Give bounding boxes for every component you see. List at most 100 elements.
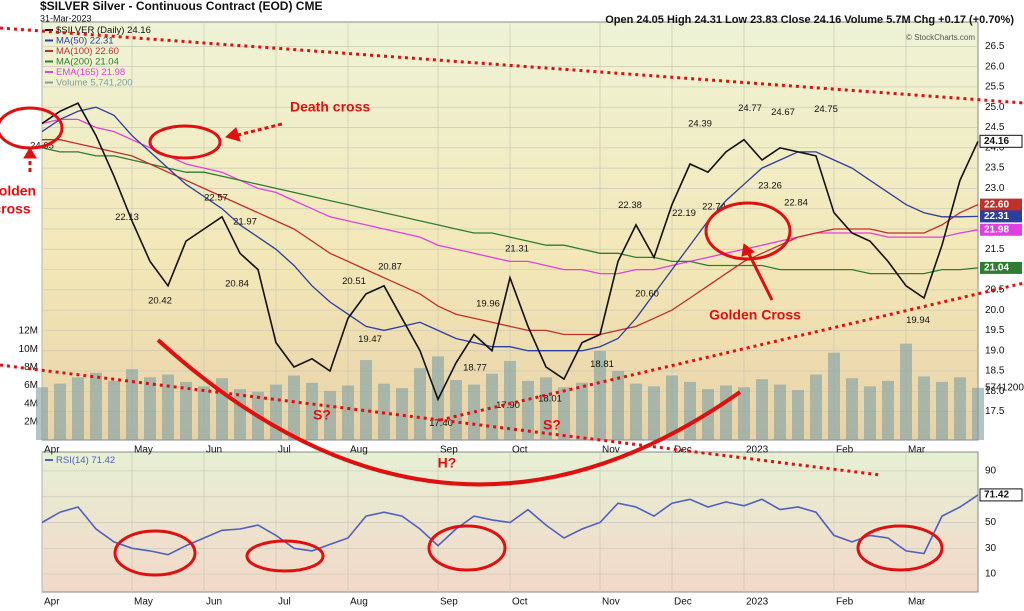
- x-tick-label: Jul: [278, 445, 291, 456]
- x-tick-label: Jul: [278, 597, 291, 608]
- series-line: [41, 147, 979, 275]
- arrow-head: [224, 127, 241, 142]
- x-tick-label: Oct: [512, 445, 528, 456]
- legend-value: 5,741,200: [90, 77, 132, 88]
- x-tick-label: Jun: [206, 597, 222, 608]
- legend-name: RSI(14): [56, 455, 89, 466]
- price-label: 20.60: [635, 288, 659, 299]
- volume-bar: [396, 388, 408, 440]
- legend-value: 71.42: [91, 455, 115, 466]
- y2-tick-label: 4M: [24, 398, 38, 409]
- head-arc: [156, 338, 742, 487]
- legend-value: 22.31: [90, 35, 114, 46]
- price-label: 21.97: [233, 217, 257, 228]
- y2-tick-label: 2M: [24, 416, 38, 427]
- volume-bar: [594, 350, 606, 440]
- series-line: [41, 102, 979, 402]
- volume-bar: [846, 378, 858, 440]
- trend-line: [439, 281, 1024, 422]
- volume-bar: [414, 368, 426, 440]
- legend-entry: Volume 5,741,200: [56, 77, 133, 88]
- date: 31-Mar-2023: [40, 13, 92, 23]
- price-label: 22.74: [702, 201, 726, 212]
- price-label: 18.81: [590, 359, 614, 370]
- value-tag: 22.31: [984, 211, 1009, 222]
- price-label: 19.96: [476, 298, 500, 309]
- value-tag: 21.98: [984, 224, 1009, 235]
- volume-bar: [342, 385, 354, 440]
- legend-name: MA(200): [56, 56, 92, 67]
- y-tick-label: 20.0: [985, 305, 1005, 316]
- volume-bar: [648, 386, 660, 440]
- y-tick-label: 19.5: [985, 325, 1005, 336]
- legend-name: Volume: [56, 77, 88, 88]
- arrow: [237, 122, 283, 137]
- circle: [148, 124, 222, 160]
- price-label: 20.84: [225, 279, 249, 290]
- volume-bar: [522, 380, 534, 440]
- volume-bar: [36, 387, 48, 440]
- price-label: 24.75: [814, 104, 838, 115]
- x-tick-label: Mar: [908, 597, 926, 608]
- legend-name: MA(50): [56, 35, 87, 46]
- legend-entry: MA(50) 22.31: [56, 35, 114, 46]
- legend-value: 21.04: [95, 56, 119, 67]
- x-tick-label: Nov: [602, 597, 620, 608]
- value-tag-box: [980, 198, 1022, 211]
- volume-bar: [810, 374, 822, 440]
- y-tick-label: 30: [985, 543, 997, 554]
- volume-bar: [108, 380, 120, 440]
- arrow-head: [741, 243, 756, 257]
- volume-bar: [900, 343, 912, 440]
- volume-bar: [198, 386, 210, 440]
- y-tick-label: 24.0: [985, 142, 1005, 153]
- credit: © StockCharts.com: [906, 33, 975, 42]
- price-label: 20.51: [342, 276, 366, 287]
- y-tick-label: 24.5: [985, 122, 1005, 133]
- price-label: 22.57: [204, 192, 228, 203]
- annotation: Death cross: [290, 99, 370, 115]
- annotation: S?: [313, 407, 331, 423]
- value-tag: 71.42: [984, 490, 1009, 501]
- volume-bar: [72, 377, 84, 440]
- x-tick-label: May: [134, 445, 153, 456]
- plot-layer: 17.518.018.519.019.520.020.521.021.522.0…: [19, 22, 1024, 608]
- volume-bar: [180, 381, 192, 440]
- volume-bar: [306, 382, 318, 440]
- x-tick-label: Nov: [602, 445, 620, 456]
- y-tick-label: 90: [985, 466, 997, 477]
- arrow-head: [23, 147, 37, 159]
- y2-tick-label: 10M: [19, 344, 38, 355]
- price-label: 22.13: [115, 212, 139, 223]
- legend-value: 24.16: [127, 25, 151, 36]
- x-tick-label: Aug: [350, 597, 368, 608]
- price-label: 24.39: [688, 118, 712, 129]
- ohlc-header: Open 24.05 High 24.31 Low 23.83 Close 24…: [605, 14, 1014, 26]
- y-tick-label: 21.5: [985, 244, 1005, 255]
- price-label: 20.42: [148, 296, 172, 307]
- x-tick-label: Aug: [350, 445, 368, 456]
- annotation: S?: [543, 417, 561, 433]
- y-tick-label: 18.5: [985, 366, 1005, 377]
- price-label: 18.01: [538, 393, 562, 404]
- circle: [427, 524, 507, 572]
- volume-bar: [828, 352, 840, 440]
- volume-bar: [918, 376, 930, 440]
- y2-tick-label: 12M: [19, 326, 38, 337]
- y-tick-label: 25.5: [985, 82, 1005, 93]
- annotation: Golden Cross: [709, 307, 801, 323]
- series-line: [41, 494, 979, 556]
- x-tick-label: Apr: [44, 597, 60, 608]
- y-tick-label: 50: [985, 517, 997, 528]
- x-tick-label: Jun: [206, 445, 222, 456]
- volume-bar: [144, 377, 156, 440]
- series-line: [42, 139, 979, 336]
- x-tick-label: 2023: [746, 597, 769, 608]
- volume-bar: [270, 384, 282, 440]
- price-label: 24.67: [771, 107, 795, 118]
- volume-bar: [954, 377, 966, 440]
- volume-bar: [126, 369, 138, 440]
- volume-bar: [630, 383, 642, 440]
